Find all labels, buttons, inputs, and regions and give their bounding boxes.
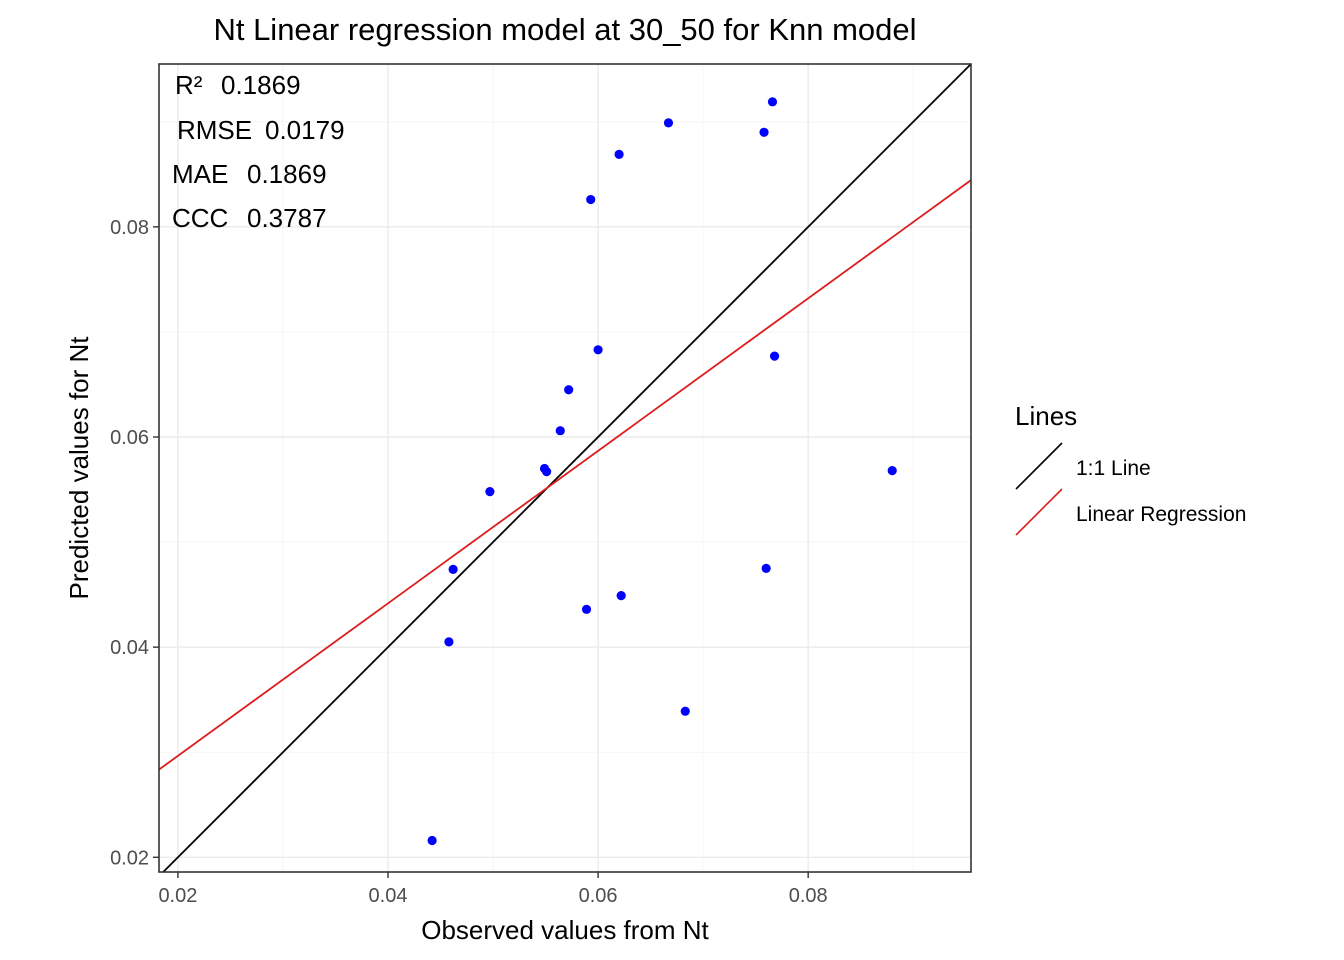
scatter-point	[586, 194, 596, 205]
legend-key-one-to-one-line	[1015, 442, 1063, 490]
y-axis-title: Predicted values for Nt	[64, 336, 94, 600]
legend-title: Lines	[1015, 401, 1077, 431]
stat-mae-value: 0.1869	[247, 159, 327, 189]
scatter-point	[427, 835, 437, 846]
scatter-point	[555, 426, 565, 436]
x-tick-label: 0.06	[579, 885, 618, 907]
scatter-point	[485, 487, 495, 497]
x-axis-title: Observed values from Nt	[421, 915, 709, 945]
x-tick-label: 0.08	[789, 885, 828, 907]
stat-rmse-label: RMSE	[177, 115, 252, 145]
scatter-point	[767, 97, 778, 107]
legend-key-linear-regression	[1015, 488, 1063, 536]
scatter-point	[680, 706, 690, 716]
y-tick-label: 0.06	[110, 427, 149, 449]
scatter-point	[448, 564, 458, 574]
chart-title: Nt Linear regression model at 30_50 for …	[213, 12, 916, 47]
stat-ccc-label: CCC	[172, 203, 228, 233]
scatter-point	[616, 591, 626, 601]
x-tick-label: 0.02	[158, 885, 197, 907]
linear-regression-line	[158, 179, 972, 771]
y-tick-label: 0.04	[110, 637, 149, 659]
scatter-point	[761, 563, 771, 573]
scatter-point	[769, 351, 780, 361]
scatter-point	[581, 604, 592, 614]
scatter-point	[614, 149, 624, 159]
stats-annotations: R² 0.1869 RMSE 0.0179 MAE 0.1869 CCC 0.3…	[172, 70, 345, 233]
stat-r2-label: R²	[175, 70, 203, 100]
scatter-point	[759, 127, 769, 137]
x-axis: 0.02 0.04 0.06 0.08	[158, 872, 828, 907]
x-tick-label: 0.04	[369, 885, 408, 907]
legend-label-one-to-one-line: 1:1 Line	[1076, 457, 1151, 480]
one-to-one-line	[162, 63, 972, 873]
scatter-point	[593, 345, 603, 355]
scatter-point	[663, 118, 674, 128]
gridlines	[159, 64, 971, 872]
scatter-point	[887, 466, 897, 476]
scatter-points	[427, 97, 897, 846]
plot-border	[158, 63, 972, 873]
y-tick-label: 0.08	[110, 217, 149, 239]
stat-ccc-value: 0.3787	[247, 203, 327, 233]
scatter-point	[542, 467, 552, 477]
y-axis: 0.02 0.04 0.06 0.08	[110, 217, 159, 869]
y-tick-label: 0.02	[110, 847, 149, 869]
stat-mae-label: MAE	[172, 159, 228, 189]
stat-rmse-value: 0.0179	[265, 115, 345, 145]
scatter-point	[564, 385, 574, 395]
legend: Lines 1:1 Line Linear Regression	[1015, 401, 1246, 536]
reference-lines	[158, 63, 972, 873]
scatter-point	[444, 637, 454, 647]
stat-r2-value: 0.1869	[221, 70, 301, 100]
legend-label-linear-regression: Linear Regression	[1076, 503, 1246, 526]
